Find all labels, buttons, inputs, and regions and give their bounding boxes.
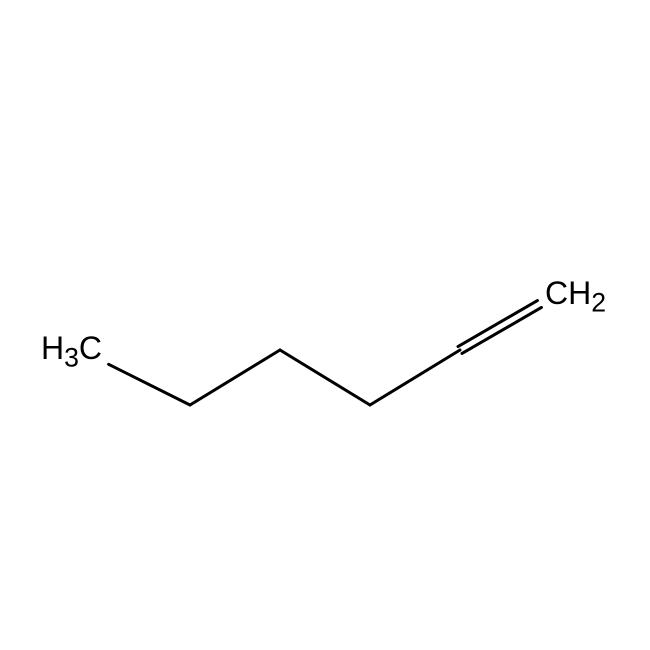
bond-lines: [0, 0, 650, 650]
molecule-diagram: H3C CH2: [0, 0, 650, 650]
atom-label-c1: H3C: [41, 330, 102, 373]
atom-label-c6: CH2: [545, 275, 606, 318]
